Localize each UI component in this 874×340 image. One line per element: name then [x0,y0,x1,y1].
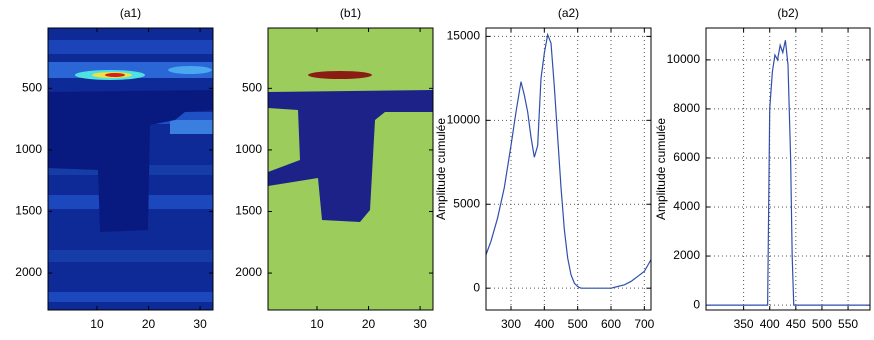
axes-frame [47,27,214,311]
x-tick-label: 350 [734,317,754,331]
heatmap-image [48,28,213,310]
x-tick-label: 300 [501,317,521,331]
y-tick-label: 1500 [15,204,42,218]
panel-title: (b2) [777,6,798,20]
x-tick-label: 30 [413,317,427,331]
x-tick-label: 10 [90,317,104,331]
x-tick-label: 500 [568,317,588,331]
axes-frame [485,27,652,311]
y-tick-label: 8000 [673,101,700,115]
panel-title: (a1) [120,6,141,20]
y-tick-label: 2000 [235,265,262,279]
y-tick-label: 500 [242,81,262,95]
axes-frame [705,27,871,311]
y-tick-label: 4000 [673,199,700,213]
x-tick-label: 20 [142,317,156,331]
y-tick-label: 1000 [15,142,42,156]
x-tick-label: 550 [838,317,858,331]
y-axis-label: Amplitude cumulée [434,118,448,220]
axes-frame [267,27,434,311]
y-tick-label: 2000 [673,248,700,262]
data-line [485,32,652,289]
y-tick-label: 2000 [15,265,42,279]
y-tick-label: 1000 [235,142,262,156]
y-tick-label: 0 [473,280,480,294]
x-tick-label: 10 [310,317,324,331]
y-tick-label: 6000 [673,150,700,164]
y-tick-label: 10000 [667,52,701,66]
panel-title: (b1) [340,6,361,20]
x-tick-label: 500 [812,317,832,331]
y-tick-label: 1500 [235,204,262,218]
y-tick-label: 15000 [447,29,481,43]
y-tick-label: 10000 [447,112,481,126]
y-tick-label: 0 [693,297,700,311]
x-tick-label: 700 [634,317,654,331]
panel-title: (a2) [558,6,579,20]
x-tick-label: 30 [193,317,207,331]
x-tick-label: 400 [534,317,554,331]
data-line [706,40,870,306]
x-tick-label: 400 [760,317,780,331]
x-tick-label: 450 [786,317,806,331]
x-tick-label: 20 [362,317,376,331]
y-tick-label: 5000 [453,196,480,210]
y-tick-label: 500 [22,81,42,95]
y-axis-label: Amplitude cumulée [654,118,668,220]
class-image [268,28,433,310]
x-tick-label: 600 [601,317,621,331]
